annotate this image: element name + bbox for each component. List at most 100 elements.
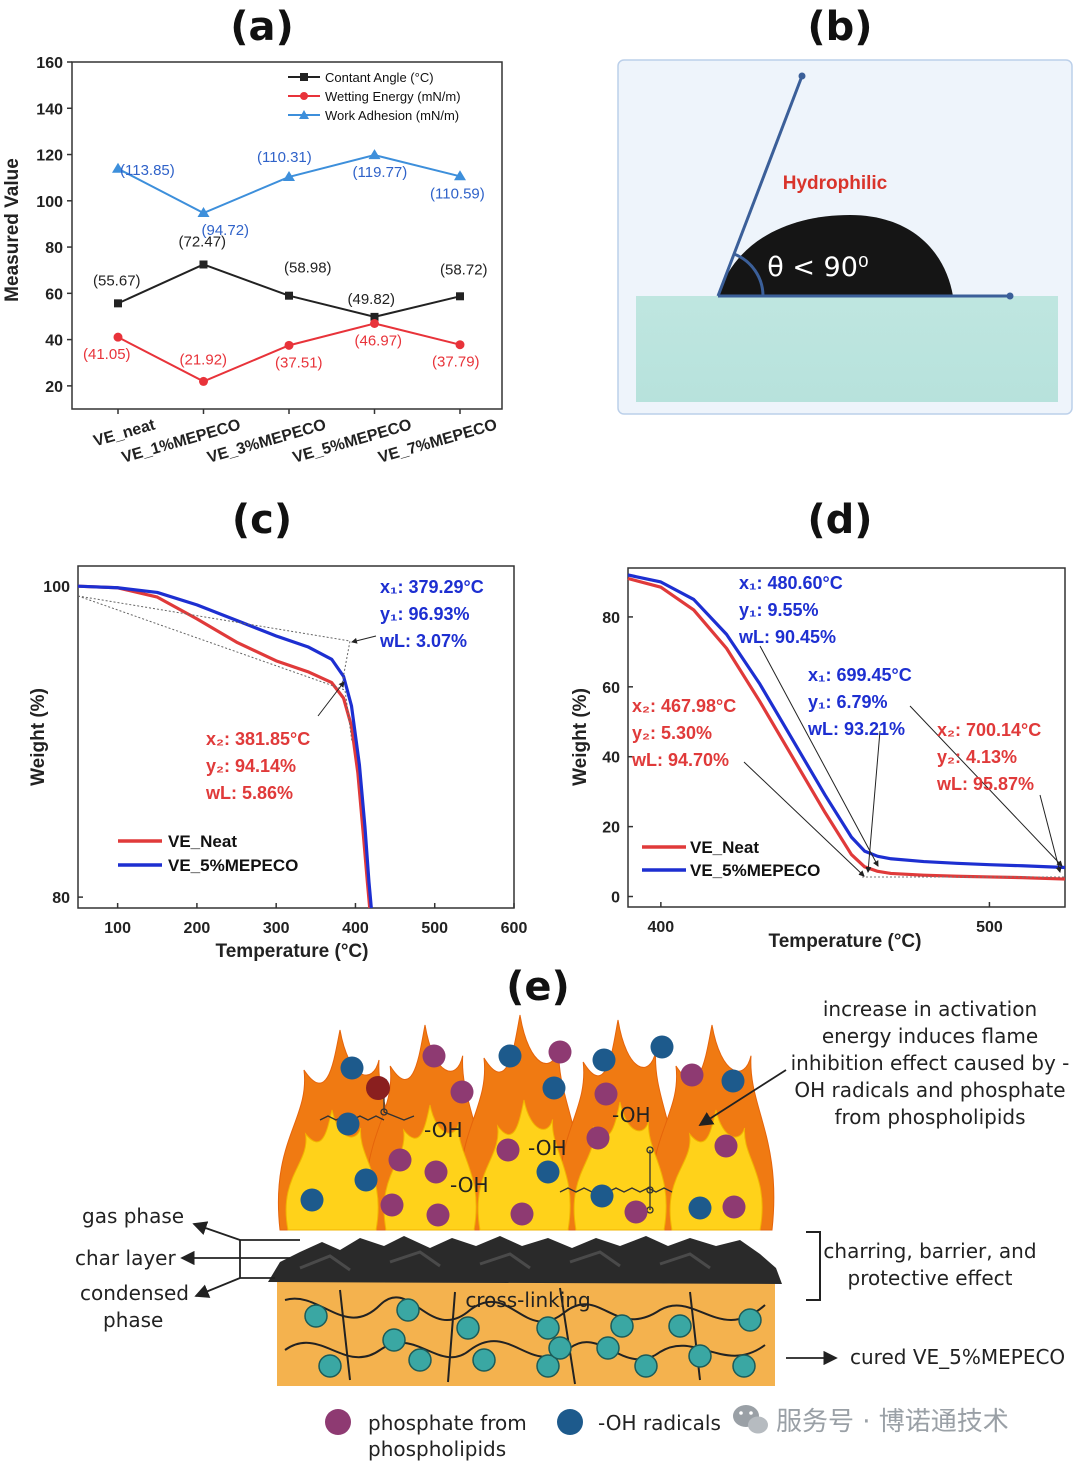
legend-phosphate-label: phospholipids (368, 1437, 506, 1461)
data-point (199, 260, 208, 269)
x-tick-label: 500 (976, 919, 1003, 936)
legend-oh-label: -OH radicals (598, 1411, 721, 1435)
annotation-line: wL: 94.70% (631, 750, 729, 770)
series-line (627, 576, 1066, 881)
chart-d-annotation-blue-2: x₁: 699.45°C y₁: 6.79% wL: 93.21% (807, 665, 912, 739)
chart-d-arrow-5 (1039, 794, 1062, 873)
note-line: OH radicals and phosphate (794, 1078, 1065, 1102)
y-tick-label: 20 (45, 379, 63, 396)
tangent-line (716, 75, 804, 297)
chart-c-guide-blue (77, 595, 351, 685)
data-label: (41.05) (83, 346, 131, 363)
chart-d-frame (627, 567, 1066, 908)
crosslinker-dot (304, 1304, 328, 1328)
y-tick-label: 0 (611, 890, 620, 907)
phosphate-particle (548, 1040, 572, 1064)
radical-particles (300, 1035, 746, 1227)
angle-text: θ < 90⁰ (767, 252, 869, 283)
droplet (718, 215, 953, 296)
legend-label-ve-5: VE_5%MEPECO (168, 856, 298, 875)
annotation-line: y₁: 9.55% (739, 600, 819, 620)
note-line: from phospholipids (834, 1105, 1025, 1129)
x-tick-label: 200 (184, 920, 211, 937)
data-label: (49.82) (348, 291, 396, 308)
cured-label: cured VE_5%MEPECO (850, 1345, 1065, 1369)
series-line (627, 573, 1066, 870)
activation-energy-note: increase in activation energy induces fl… (791, 997, 1070, 1129)
crosslinker-dot (732, 1354, 756, 1378)
wechat-icon (733, 1405, 768, 1434)
oh-label: -OH (424, 1118, 463, 1142)
phosphate-particle (586, 1126, 610, 1150)
y-tick-label: 20 (602, 820, 620, 837)
oh-label: -OH (612, 1103, 651, 1127)
crosslinker-dot (318, 1354, 342, 1378)
y-tick-label: 100 (36, 194, 63, 211)
data-point (197, 207, 210, 218)
legend-label: Work Adhesion (mN/m) (325, 108, 459, 123)
data-label: (58.72) (440, 261, 488, 278)
legend-label-ve-5: VE_5%MEPECO (690, 861, 820, 880)
data-point (370, 318, 379, 328)
series-line (117, 322, 461, 383)
data-label: (113.85) (120, 162, 175, 179)
crosslinker-dot (738, 1308, 762, 1332)
crosslinker-dot (382, 1328, 406, 1352)
annotation-line: y₂: 94.14% (206, 756, 296, 776)
angle-arc (733, 252, 765, 297)
chart-c-legend: VE_Neat VE_5%MEPECO (118, 832, 298, 875)
chart-d-annotation-red-2: x₂: 700.14°C y₂: 4.13% wL: 95.87% (936, 720, 1041, 794)
phosphate-particle (426, 1203, 450, 1227)
phosphate-particle (594, 1082, 618, 1106)
x-tick-label: 100 (104, 920, 131, 937)
chart-a-ylabel: Measured Value (2, 158, 23, 302)
annotation-line: y₂: 5.30% (632, 723, 712, 743)
chart-c-guide-red (77, 595, 353, 743)
crosslinker-dot (408, 1348, 432, 1372)
data-label: (21.92) (180, 351, 228, 368)
chart-c-annotation-blue: x₁: 379.29°C y₁: 96.93% wL: 3.07% (379, 577, 484, 651)
legend-label-ve-neat: VE_Neat (168, 832, 237, 851)
gas-phase-label: gas phase (82, 1204, 184, 1228)
watermark: 服务号 · 博诺通技术 (733, 1405, 1009, 1437)
chart-d-arrow-1 (759, 645, 879, 867)
data-point (283, 170, 295, 181)
oh-label: -OH (450, 1173, 489, 1197)
condensed-phase-label: phase (103, 1308, 163, 1332)
crosslinker-dot (596, 1336, 620, 1360)
legend-label: Contant Angle (°C) (325, 70, 434, 85)
note-line: increase in activation (823, 997, 1037, 1021)
phosphate-particle (510, 1202, 534, 1226)
crosslinker-dot (634, 1354, 658, 1378)
phosphate-particle (680, 1063, 704, 1087)
phosphate-particle (450, 1080, 474, 1104)
data-point (284, 340, 294, 350)
annotation-line: wL: 90.45% (738, 627, 836, 647)
data-label: (72.47) (179, 233, 227, 250)
legend-label-ve-neat: VE_Neat (690, 838, 759, 857)
y-tick-label: 80 (602, 610, 620, 627)
data-point (199, 376, 208, 386)
data-point (112, 162, 124, 173)
crosslinker-dot (536, 1354, 560, 1378)
legend-marker (299, 110, 309, 119)
y-tick-label: 80 (52, 890, 70, 907)
data-label: (119.77) (353, 164, 408, 181)
y-tick-label: 40 (45, 333, 63, 350)
crosslinker-dot (472, 1348, 496, 1372)
chart-d-annotation-red-1: x₂: 467.98°C y₂: 5.30% wL: 94.70% (631, 696, 736, 770)
y-tick-label: 140 (36, 101, 63, 118)
oh-radical-particle (336, 1112, 360, 1136)
data-point (285, 291, 293, 300)
series-line (77, 584, 373, 909)
phosphate-particle (714, 1134, 738, 1158)
chart-c-frame (77, 565, 515, 909)
chart-c-xlabel: Temperature (°C) (216, 941, 369, 962)
chart-c-annotation-red: x₂: 381.85°C y₂: 94.14% wL: 5.86% (205, 729, 310, 803)
data-label: (94.72) (202, 222, 250, 239)
chart-d-ylabel: Weight (%) (570, 688, 591, 786)
crosslinker-dots (304, 1298, 762, 1378)
tangent-line-end (798, 72, 806, 80)
legend-label: Wetting Energy (mN/m) (325, 89, 461, 104)
